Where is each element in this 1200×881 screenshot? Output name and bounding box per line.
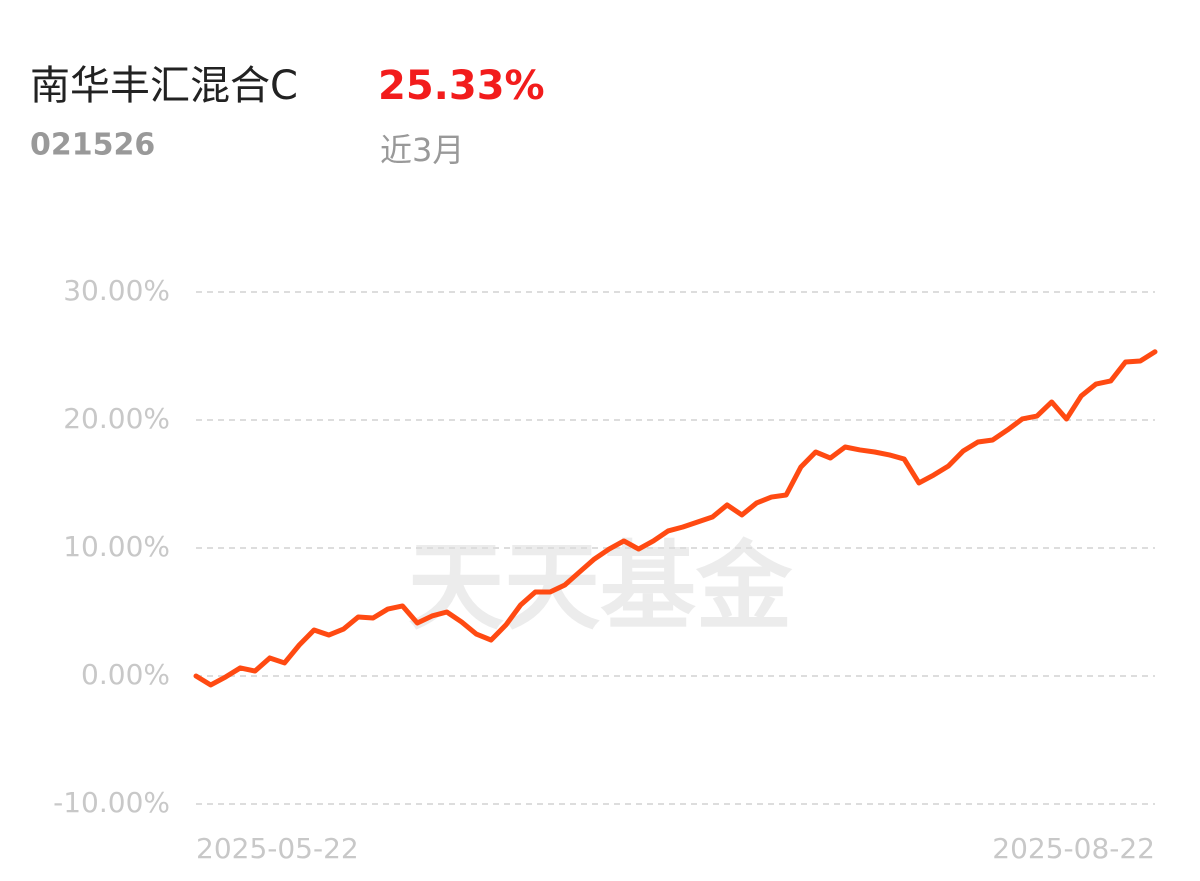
- return-period: 近3月: [380, 131, 464, 169]
- line: [193, 349, 1158, 688]
- fund-code: 021526: [30, 128, 155, 163]
- y-tick-label: 20.00%: [63, 402, 170, 435]
- x-tick-label: 2025-08-22: [992, 832, 1155, 865]
- fund-name: 南华丰汇混合C: [30, 63, 298, 109]
- fund-return: 25.33%: [378, 63, 545, 109]
- y-tick-label: -10.00%: [53, 786, 170, 819]
- y-tick-label: 0.00%: [81, 658, 170, 691]
- y-tick-label: 10.00%: [63, 530, 170, 563]
- y-tick-label: 30.00%: [63, 274, 170, 307]
- x-tick-label: 2025-05-22: [196, 832, 359, 865]
